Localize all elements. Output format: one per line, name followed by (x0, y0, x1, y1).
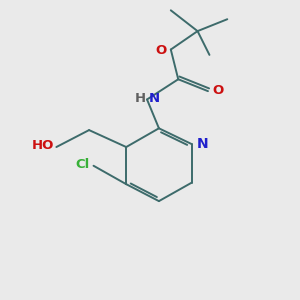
Text: O: O (212, 84, 224, 97)
Text: N: N (197, 137, 208, 151)
Text: HO: HO (32, 139, 54, 152)
Text: O: O (155, 44, 166, 57)
Text: N: N (148, 92, 160, 105)
Text: Cl: Cl (76, 158, 90, 171)
Text: H: H (134, 92, 146, 105)
